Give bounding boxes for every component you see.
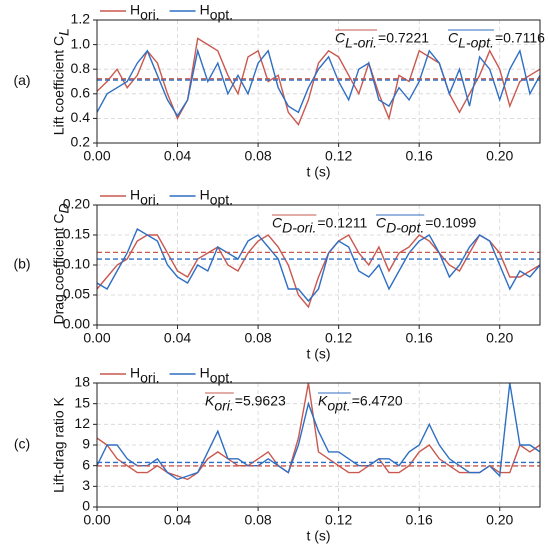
data-line xyxy=(97,227,540,303)
y-axis-subscript: L xyxy=(56,28,72,36)
mean-symbol: K xyxy=(318,393,328,409)
panel: 0.2 0.4 0.6 0.8 1.0 1.2 0.00 0.04 0.08 0.12 0.16 0.… xyxy=(13,2,545,180)
panel-label: (c) xyxy=(14,436,30,452)
x-tick-label: 0.20 xyxy=(486,512,513,528)
x-tick-label: 0.04 xyxy=(164,330,191,346)
y-tick-label: 1.0 xyxy=(71,35,91,51)
y-tick-label: 9 xyxy=(82,436,90,452)
y-tick-label: 0.20 xyxy=(63,196,90,212)
x-tick-label: 0.00 xyxy=(83,330,110,346)
x-tick-label: 0.16 xyxy=(406,512,433,528)
plot-frame xyxy=(96,382,541,508)
y-tick-label: 0.10 xyxy=(63,256,90,272)
panel: 0.00 0.05 0.10 0.15 0.20 0.00 0.04 0.08 0.12 0.16… xyxy=(13,187,541,362)
x-tick-label: 0.12 xyxy=(325,330,352,346)
x-tick-label: 0.16 xyxy=(406,148,433,164)
x-tick-label: 0.20 xyxy=(486,330,513,346)
data-line xyxy=(97,37,540,126)
mean-label: =0.1211 xyxy=(317,215,367,231)
mean-symbol: C xyxy=(272,215,283,231)
mean-subscript: D-opt. xyxy=(386,220,424,236)
legend-label: H xyxy=(200,2,210,18)
y-tick-label: 0.8 xyxy=(71,60,91,76)
y-tick-label: 12 xyxy=(74,415,90,431)
mean-symbol: C xyxy=(376,215,387,231)
x-axis-label: t (s) xyxy=(306,346,330,362)
x-tick-label: 0.08 xyxy=(244,148,271,164)
plot-frame xyxy=(96,204,541,326)
data-line xyxy=(97,48,540,118)
x-tick-label: 0.12 xyxy=(325,512,352,528)
panel-label: (b) xyxy=(13,256,30,272)
mean-symbol: C xyxy=(448,30,459,46)
mean-subscript: D-ori. xyxy=(282,220,316,236)
y-axis-label: Lift coefficient C xyxy=(51,36,67,135)
legend-subscript: opt. xyxy=(210,192,233,208)
mean-subscript: L-opt. xyxy=(458,35,494,51)
x-tick-label: 0.04 xyxy=(164,148,191,164)
legend-label: H xyxy=(200,187,210,203)
mean-subscript: ori. xyxy=(214,398,233,414)
legend-subscript: ori. xyxy=(140,370,159,386)
panel-label: (a) xyxy=(13,72,30,88)
x-tick-label: 0.04 xyxy=(164,512,191,528)
legend-subscript: opt. xyxy=(210,7,233,23)
x-tick-label: 0.16 xyxy=(406,330,433,346)
legend-label: H xyxy=(130,2,140,18)
y-axis-label: Drag coefficient C xyxy=(51,213,67,324)
legend-label: H xyxy=(200,365,210,381)
legend-subscript: ori. xyxy=(140,7,159,23)
mean-label: =0.7116 xyxy=(495,30,545,46)
mean-label: =6.4720 xyxy=(352,393,403,409)
y-tick-label: 1.2 xyxy=(71,11,91,27)
legend-label: H xyxy=(130,365,140,381)
mean-subscript: L-ori. xyxy=(345,35,377,51)
y-tick-label: 0.2 xyxy=(71,134,91,150)
data-line xyxy=(97,383,540,481)
plot-frame xyxy=(96,19,541,144)
data-line xyxy=(97,234,540,309)
y-tick-label: 3 xyxy=(82,477,90,493)
legend-subscript: opt. xyxy=(210,370,233,386)
mean-label: =5.9623 xyxy=(235,393,286,409)
mean-subscript: opt. xyxy=(327,398,350,414)
mean-symbol: C xyxy=(335,30,346,46)
y-tick-label: 0.15 xyxy=(63,226,90,242)
y-tick-label: 0 xyxy=(82,498,90,514)
legend-subscript: ori. xyxy=(140,192,159,208)
y-tick-label: 0.4 xyxy=(71,109,91,125)
y-tick-label: 0.05 xyxy=(63,286,90,302)
y-tick-label: 0.6 xyxy=(71,85,91,101)
legend-label: H xyxy=(130,187,140,203)
y-tick-label: 0.00 xyxy=(63,316,90,332)
x-tick-label: 0.08 xyxy=(244,512,271,528)
y-tick-label: 15 xyxy=(74,394,90,410)
x-tick-label: 0.12 xyxy=(325,148,352,164)
x-axis-label: t (s) xyxy=(306,164,330,180)
x-tick-label: 0.20 xyxy=(486,148,513,164)
y-axis-subscript: D xyxy=(56,203,72,213)
mean-label: =0.7221 xyxy=(378,30,429,46)
mean-label: =0.1099 xyxy=(425,215,476,231)
y-axis-label: Lift-drag ratio K xyxy=(51,396,67,492)
y-tick-label: 6 xyxy=(82,456,90,472)
x-tick-label: 0.00 xyxy=(83,148,110,164)
data-line xyxy=(97,383,540,481)
x-axis-label: t (s) xyxy=(306,528,330,544)
x-tick-label: 0.08 xyxy=(244,330,271,346)
x-tick-label: 0.00 xyxy=(83,512,110,528)
y-tick-label: 18 xyxy=(74,374,90,390)
mean-symbol: K xyxy=(205,393,215,409)
